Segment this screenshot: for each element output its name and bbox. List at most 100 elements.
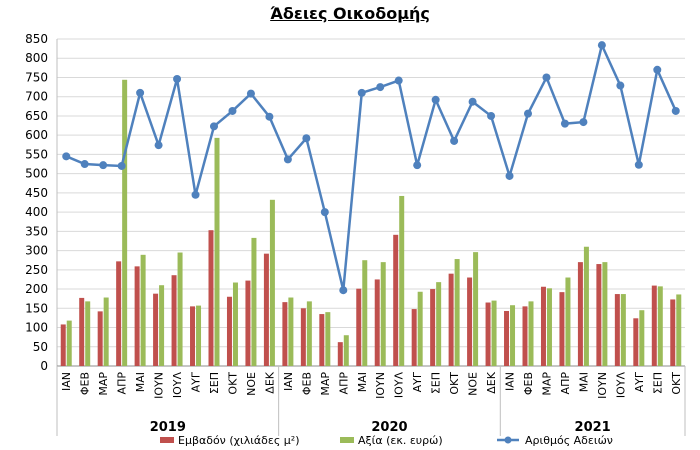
bar-area (190, 306, 196, 366)
bar-value (196, 305, 202, 366)
y-tick-label: 800 (25, 51, 48, 65)
x-tick-label: ΙΑΝ (282, 372, 295, 391)
y-tick-label: 300 (25, 244, 48, 258)
bar-area (577, 262, 583, 366)
bar-area (134, 266, 140, 366)
bar-value (528, 301, 534, 366)
point-permits (487, 111, 496, 120)
bar-value (362, 260, 368, 366)
bar-value (620, 294, 626, 366)
x-tick-label: ΙΟΥΝ (153, 372, 166, 399)
point-permits (357, 88, 366, 97)
bar-area (596, 264, 602, 366)
bar-area (559, 292, 565, 366)
year-label: 2020 (371, 420, 407, 435)
x-tick-label: ΜΑΡ (540, 372, 553, 396)
point-permits (191, 190, 200, 199)
legend-swatch (160, 437, 174, 443)
bar-value (232, 282, 238, 366)
bar-value (140, 254, 146, 366)
chart-title: Άδειες Οικοδομής (270, 4, 430, 23)
y-tick-label: 400 (25, 205, 48, 219)
x-tick-label: ΦΕΒ (522, 372, 535, 395)
point-permits (339, 286, 348, 295)
point-permits (80, 160, 89, 169)
bar-value (306, 301, 312, 366)
point-permits (376, 83, 385, 92)
year-label: 2019 (150, 420, 186, 435)
y-tick-label: 150 (25, 301, 48, 315)
point-permits (62, 152, 71, 161)
point-permits (302, 134, 311, 143)
x-tick-label: ΙΟΥΝ (596, 372, 609, 399)
bar-area (393, 234, 399, 366)
x-tick-label: ΣΕΠ (651, 372, 664, 394)
bar-value (66, 320, 72, 366)
bar-area (319, 314, 325, 366)
point-permits (117, 161, 126, 170)
point-permits (228, 106, 237, 115)
x-tick-label: ΙΑΝ (60, 372, 73, 391)
bar-area (540, 286, 546, 366)
bar-value (676, 294, 682, 366)
y-tick-label: 350 (25, 224, 48, 238)
y-tick-label: 750 (25, 70, 48, 84)
y-tick-label: 0 (40, 359, 48, 373)
point-permits (597, 41, 606, 50)
x-tick-label: ΑΥΓ (190, 371, 203, 392)
y-tick-label: 850 (25, 32, 48, 46)
x-tick-label: ΜΑΙ (577, 372, 590, 392)
bar-area (79, 297, 85, 366)
y-tick-label: 650 (25, 109, 48, 123)
x-tick-label: ΝΟΕ (245, 372, 258, 396)
bar-value (159, 285, 165, 366)
y-tick-label: 550 (25, 147, 48, 161)
bar-value (510, 305, 516, 366)
bar-value (473, 252, 479, 366)
bar-value (602, 262, 608, 366)
bar-area (97, 311, 103, 366)
bar-value (491, 300, 497, 366)
y-tick-label: 600 (25, 128, 48, 142)
bar-area (337, 342, 343, 366)
point-permits (671, 106, 680, 115)
bar-area (356, 288, 362, 366)
bar-value (436, 282, 442, 366)
bar-area (300, 308, 306, 366)
bar-value (546, 288, 552, 366)
bar-value (122, 79, 128, 367)
y-tick-label: 100 (25, 321, 48, 335)
bar-area (651, 285, 657, 366)
bar-value (399, 195, 405, 366)
point-permits (653, 65, 662, 74)
x-tick-label: ΜΑΙ (356, 372, 369, 392)
point-permits (320, 208, 329, 217)
bar-value (565, 277, 571, 366)
bar-area (208, 230, 214, 366)
bar-value (288, 297, 294, 366)
bar-value (583, 246, 589, 366)
bar-area (670, 299, 676, 366)
point-permits (616, 81, 625, 90)
bar-value (269, 199, 275, 366)
x-tick-label: ΙΟΥΛ (614, 372, 627, 399)
bar-value (639, 310, 645, 366)
bar-value (177, 252, 183, 366)
point-permits (468, 97, 477, 106)
bar-area (60, 324, 66, 366)
point-permits (413, 161, 422, 170)
bar-area (153, 293, 159, 366)
point-permits (210, 122, 218, 131)
x-tick-label: ΙΟΥΛ (171, 372, 184, 399)
point-permits (634, 160, 643, 169)
point-permits (560, 119, 569, 128)
x-tick-label: ΔΕΚ (263, 371, 276, 393)
bar-area (116, 261, 122, 366)
point-permits (431, 95, 440, 104)
x-tick-label: ΟΚΤ (226, 372, 239, 395)
x-tick-label: ΦΕΒ (300, 372, 313, 395)
point-permits (99, 161, 108, 170)
point-permits (450, 136, 459, 145)
